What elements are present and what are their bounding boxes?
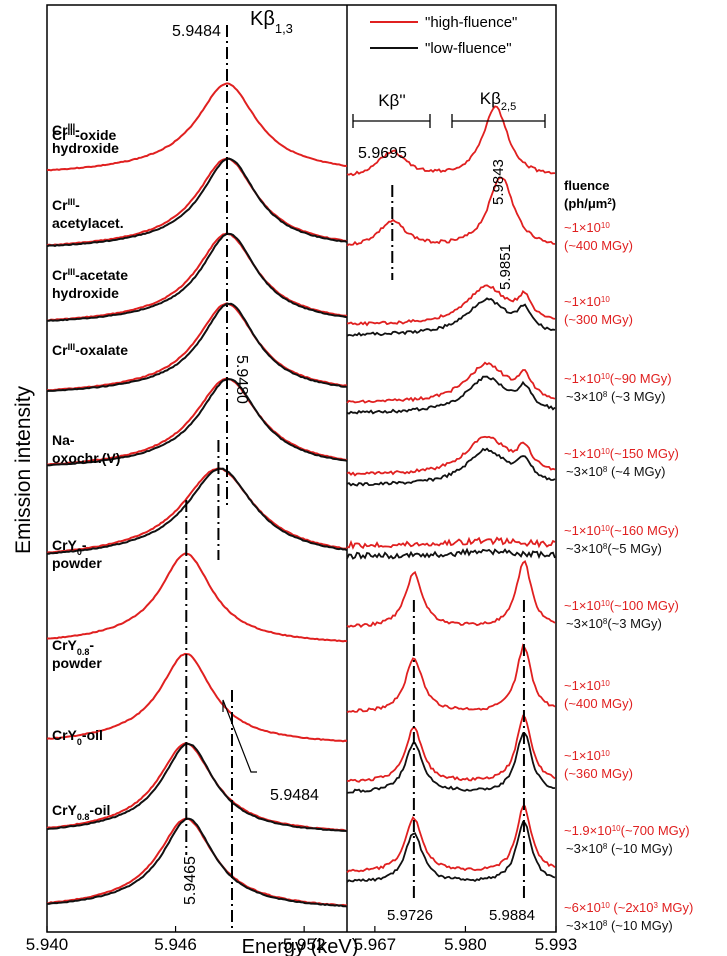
fluence-label-high: ~1.9×1010(~700 MGy)	[564, 823, 690, 838]
fluence-label-high: ~1×1010(~100 MGy)	[564, 598, 679, 613]
y-axis-label: Emission intensity	[12, 385, 35, 554]
spectrum-black-line	[46, 157, 348, 248]
spectrum-black-line	[346, 297, 556, 337]
sample-label: CrY0-	[52, 537, 87, 557]
fluence-label-high: ~1×1010	[564, 678, 610, 693]
peak-label: 5.9484	[172, 23, 221, 40]
fluence-label-high: (~360 MGy)	[564, 766, 633, 781]
sample-label: CrY0-oil	[52, 727, 103, 747]
spectrum-black-line	[46, 232, 348, 322]
peak-label: 5.9843	[490, 159, 507, 205]
legend-low-label: "low-fluence"	[425, 40, 512, 57]
sample-label-line2: oxochr.(V)	[52, 450, 120, 466]
spectrum-black-line	[346, 547, 556, 560]
fluence-header: fluence	[564, 178, 610, 193]
spectrum-black-line	[346, 732, 556, 794]
x-tick-label: 5.967	[354, 935, 397, 954]
kbpp-label: Kβ''	[378, 91, 406, 110]
right-spectra	[346, 105, 556, 883]
sample-label-line2: powder	[52, 555, 102, 571]
x-tick-label: 5.940	[26, 935, 69, 954]
spectrum-black-line	[346, 447, 556, 487]
sample-label: CrIII-	[52, 122, 80, 138]
x-axis-label: Energy (keV)	[242, 936, 359, 956]
spectrum-red-line	[46, 652, 348, 743]
x-tick-label: 5.980	[444, 935, 487, 954]
fluence-header: (ph/μm2)	[564, 196, 616, 211]
spectrum-red-line	[346, 536, 556, 550]
fluence-label-low: ~3×108 (~3 MGy)	[566, 389, 665, 404]
spectrum-red-line	[46, 157, 348, 247]
left-spectra	[46, 82, 348, 908]
spectrum-red-line	[346, 805, 556, 874]
spectrum-black-line	[346, 375, 556, 415]
kbpp-bracket	[352, 114, 431, 128]
spectrum-red-line	[47, 377, 348, 466]
sample-label-line2: powder	[52, 655, 102, 671]
spectrum-black-line	[46, 467, 348, 555]
kb25-bracket	[451, 114, 546, 128]
spectrum-black-line	[46, 302, 348, 393]
peak-label: 5.9851	[497, 244, 514, 290]
spectrum-red-line	[46, 742, 348, 832]
sample-label: CrY0.8-	[52, 637, 94, 657]
x-tick-label: 5.993	[535, 935, 578, 954]
fluence-label-high: ~1×1010	[564, 294, 610, 309]
peak-name-label: Kβ1,3	[250, 8, 293, 36]
callout-line	[222, 699, 257, 773]
fluence-label-high: ~1×1010	[564, 748, 610, 763]
fluence-label-high: ~1×1010	[564, 220, 610, 235]
spectrum-red-line	[346, 559, 556, 628]
x-tick-label: 5.952	[283, 935, 326, 954]
fluence-label-high: ~1×1010(~90 MGy)	[564, 371, 672, 386]
fluence-label-high: (~400 MGy)	[564, 238, 633, 253]
spectrum-red-line	[346, 714, 556, 783]
x-tick-label: 5.946	[154, 935, 197, 954]
sample-label: CrIII-oxide	[52, 127, 117, 143]
sample-label-line2: hydroxide	[52, 285, 119, 301]
fluence-label-high: (~400 MGy)	[564, 696, 633, 711]
fluence-label-high: ~6×1010 (~2x103 MGy)	[564, 900, 693, 915]
fluence-label-low: ~3×108 (~10 MGy)	[566, 841, 673, 856]
peak-label: 5.9480	[233, 355, 250, 404]
legend-high-label: "high-fluence"	[425, 14, 517, 31]
peak-label: 5.9465	[182, 856, 199, 905]
fluence-label-high: ~1×1010(~160 MGy)	[564, 523, 679, 538]
spectrum-black-line	[46, 817, 348, 908]
spectrum-black-line	[46, 742, 348, 833]
spectrum-red-line	[346, 176, 556, 247]
spectrum-red-line	[346, 361, 556, 404]
peak-label: 5.9484	[270, 787, 319, 804]
spectrum-red-line	[346, 435, 556, 477]
fluence-label-high: ~1×1010(~150 MGy)	[564, 446, 679, 461]
spectrum-red-line	[46, 467, 347, 554]
spectrum-red-line	[46, 82, 348, 172]
fluence-label-low: ~3×108 (~4 MGy)	[566, 464, 665, 479]
spectrum-red-line	[346, 284, 556, 327]
sample-label: CrIII-acetate	[52, 267, 128, 283]
plot-frame	[46, 4, 557, 933]
sample-label-line2: hydroxide	[52, 140, 119, 156]
kb25-label: Kβ2,5	[480, 89, 516, 113]
sample-label: Na-	[52, 432, 75, 448]
spectrum-red-line	[47, 552, 348, 643]
peak-label: 5.9695	[358, 145, 407, 162]
peak-label: 5.9884	[489, 907, 535, 924]
spectrum-black-line	[346, 820, 556, 883]
fluence-label-low: ~3×108(~3 MGy)	[566, 616, 662, 631]
spectrum-red-line	[346, 643, 556, 714]
fluence-label-low: ~3×108 (~10 MGy)	[566, 918, 673, 933]
sample-label: CrIII-	[52, 197, 80, 213]
fluence-label-low: ~3×108(~5 MGy)	[566, 541, 662, 556]
sample-label: CrY0.8-oil	[52, 802, 110, 822]
spectrum-black-line	[46, 378, 348, 467]
sample-label: CrIII-oxalate	[52, 342, 128, 358]
sample-label-line2: acetylacet.	[52, 215, 124, 231]
spectrum-red-line	[346, 105, 556, 177]
peak-label: 5.9726	[387, 907, 433, 924]
spectrum-red-line	[46, 302, 348, 392]
spectrum-red-line	[46, 232, 348, 322]
fluence-label-high: (~300 MGy)	[564, 312, 633, 327]
